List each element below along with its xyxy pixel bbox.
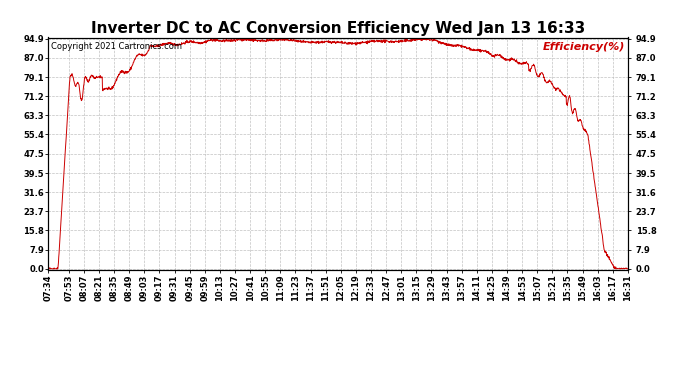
Title: Inverter DC to AC Conversion Efficiency Wed Jan 13 16:33: Inverter DC to AC Conversion Efficiency … (91, 21, 585, 36)
Text: Efficiency(%): Efficiency(%) (542, 42, 625, 52)
Text: Copyright 2021 Cartronics.com: Copyright 2021 Cartronics.com (51, 42, 182, 51)
